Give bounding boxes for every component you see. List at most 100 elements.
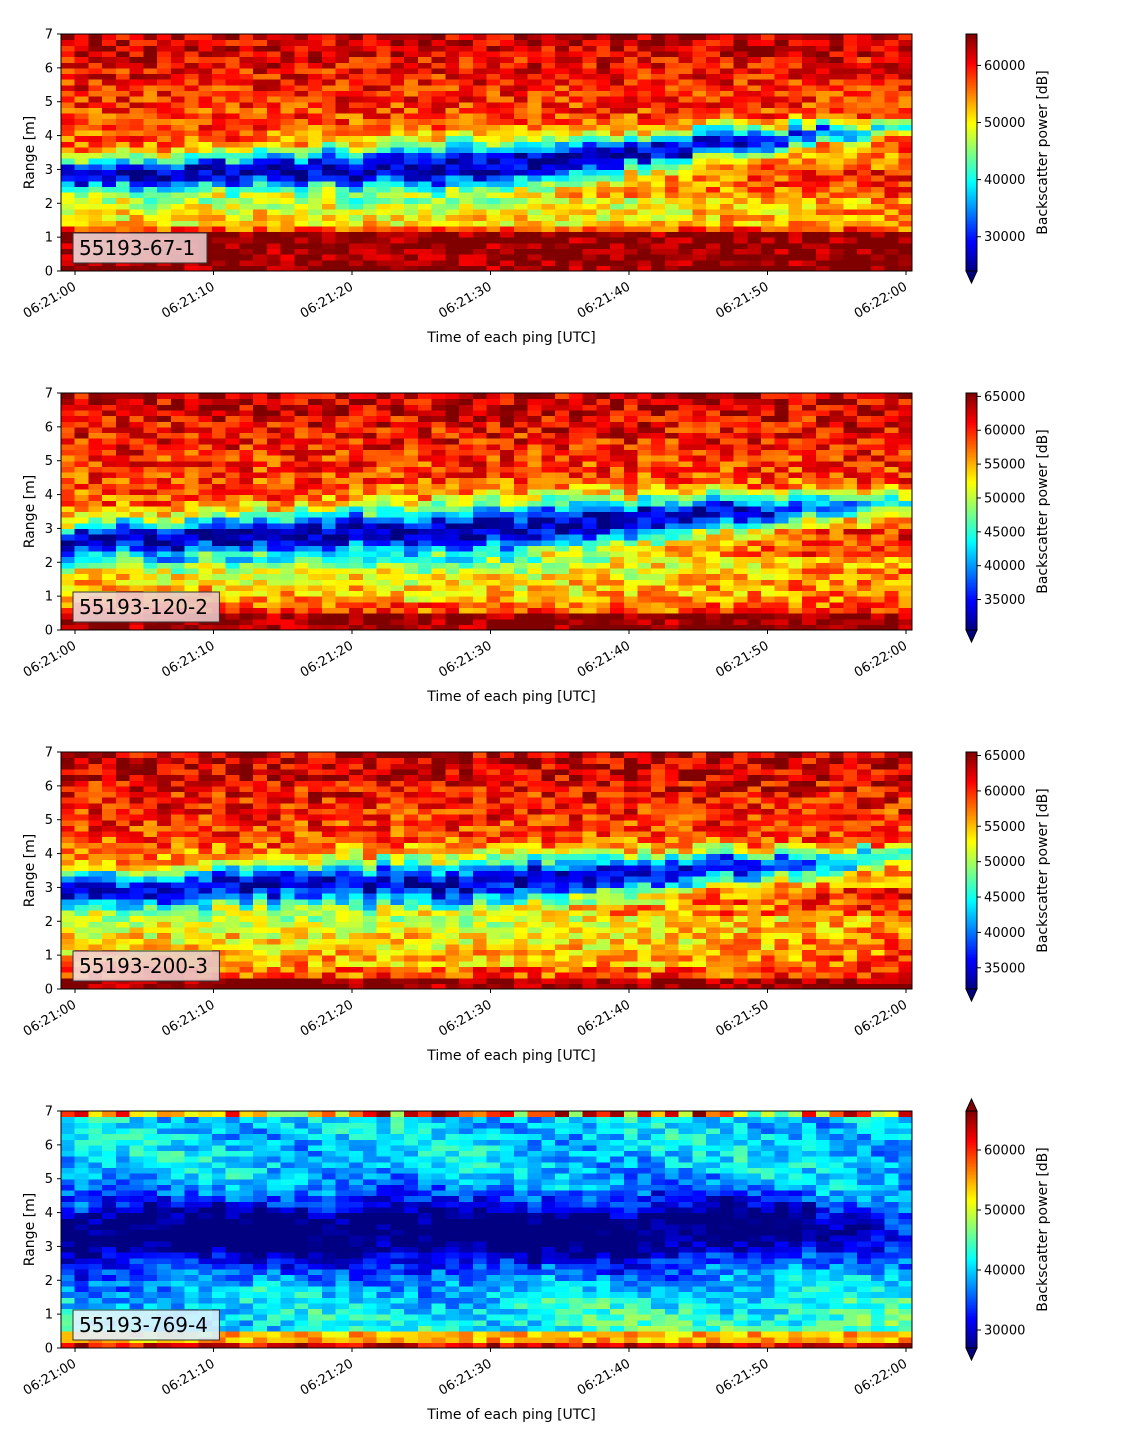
heatmap-cell	[679, 181, 693, 187]
heatmap-cell	[294, 186, 308, 192]
heatmap-cell	[445, 57, 459, 63]
heatmap-cell	[747, 175, 761, 181]
heatmap-cell	[322, 203, 336, 209]
heatmap-cell	[473, 613, 487, 619]
heatmap-cell	[898, 45, 912, 51]
heatmap-cell	[487, 506, 501, 512]
heatmap-cell	[624, 585, 638, 591]
heatmap-cell	[432, 164, 446, 170]
heatmap-cell	[445, 164, 459, 170]
heatmap-cell	[747, 226, 761, 232]
heatmap-cell	[102, 141, 116, 147]
heatmap-cell	[473, 449, 487, 455]
heatmap-cell	[116, 147, 130, 153]
heatmap-cell	[830, 113, 844, 119]
heatmap-cell	[651, 232, 665, 238]
heatmap-cell	[281, 421, 295, 427]
heatmap-cell	[267, 455, 281, 461]
heatmap-cell	[418, 90, 432, 96]
heatmap-cell	[75, 399, 89, 405]
heatmap-cell	[143, 40, 157, 46]
heatmap-cell	[432, 124, 446, 130]
heatmap-cell	[418, 164, 432, 170]
heatmap-cell	[75, 540, 89, 546]
heatmap-cell	[514, 557, 528, 563]
heatmap-cell	[61, 164, 75, 170]
heatmap-cell	[802, 192, 816, 198]
heatmap-cell	[281, 472, 295, 478]
heatmap-cell	[528, 427, 542, 433]
heatmap-cell	[308, 130, 322, 136]
heatmap-cell	[500, 130, 514, 136]
heatmap-cell	[651, 568, 665, 574]
heatmap-cell	[226, 164, 240, 170]
heatmap-cell	[816, 124, 830, 130]
heatmap-cell	[734, 591, 748, 597]
heatmap-cell	[294, 466, 308, 472]
heatmap-cell	[253, 220, 267, 226]
heatmap-cell	[377, 393, 391, 399]
heatmap-cell	[473, 596, 487, 602]
heatmap-cell	[830, 130, 844, 136]
heatmap-cell	[226, 62, 240, 68]
heatmap-cell	[747, 74, 761, 80]
heatmap-cell	[185, 124, 199, 130]
heatmap-cell	[212, 226, 226, 232]
heatmap-cell	[500, 45, 514, 51]
heatmap-cell	[761, 243, 775, 249]
heatmap-cell	[528, 181, 542, 187]
heatmap-cell	[569, 147, 583, 153]
heatmap-cell	[583, 169, 597, 175]
heatmap-cell	[857, 62, 871, 68]
heatmap-cell	[500, 585, 514, 591]
heatmap-cell	[130, 34, 144, 40]
heatmap-cell	[692, 34, 706, 40]
heatmap-cell	[445, 192, 459, 198]
heatmap-cell	[473, 186, 487, 192]
heatmap-cell	[843, 141, 857, 147]
heatmap-cell	[555, 51, 569, 57]
heatmap-cell	[459, 489, 473, 495]
heatmap-cell	[61, 203, 75, 209]
heatmap-cell	[102, 158, 116, 164]
heatmap-cell	[116, 495, 130, 501]
heatmap-cell	[624, 444, 638, 450]
heatmap-cell	[432, 602, 446, 608]
heatmap-cell	[390, 455, 404, 461]
heatmap-cell	[404, 466, 418, 472]
heatmap-cell	[610, 483, 624, 489]
heatmap-cell	[336, 226, 350, 232]
heatmap-cell	[404, 585, 418, 591]
heatmap-cell	[226, 181, 240, 187]
heatmap-cell	[171, 455, 185, 461]
heatmap-cell	[349, 169, 363, 175]
heatmap-cell	[679, 96, 693, 102]
heatmap-cell	[432, 57, 446, 63]
heatmap-cell	[679, 107, 693, 113]
heatmap-cell	[761, 186, 775, 192]
heatmap-cell	[308, 119, 322, 125]
heatmap-cell	[432, 500, 446, 506]
heatmap-cell	[418, 107, 432, 113]
heatmap-cell	[212, 147, 226, 153]
heatmap-cell	[473, 254, 487, 260]
heatmap-cell	[665, 260, 679, 266]
heatmap-cell	[157, 68, 171, 74]
heatmap-cell	[706, 478, 720, 484]
heatmap-cell	[171, 466, 185, 472]
heatmap-cell	[212, 444, 226, 450]
heatmap-cell	[734, 40, 748, 46]
heatmap-cell	[528, 534, 542, 540]
heatmap-cell	[637, 489, 651, 495]
heatmap-cell	[596, 141, 610, 147]
heatmap-cell	[294, 40, 308, 46]
heatmap-cell	[418, 169, 432, 175]
heatmap-cell	[651, 444, 665, 450]
heatmap-cell	[226, 399, 240, 405]
heatmap-cell	[157, 534, 171, 540]
heatmap-cell	[308, 192, 322, 198]
heatmap-cell	[336, 585, 350, 591]
heatmap-cell	[473, 169, 487, 175]
heatmap-cell	[473, 399, 487, 405]
heatmap-cell	[734, 96, 748, 102]
